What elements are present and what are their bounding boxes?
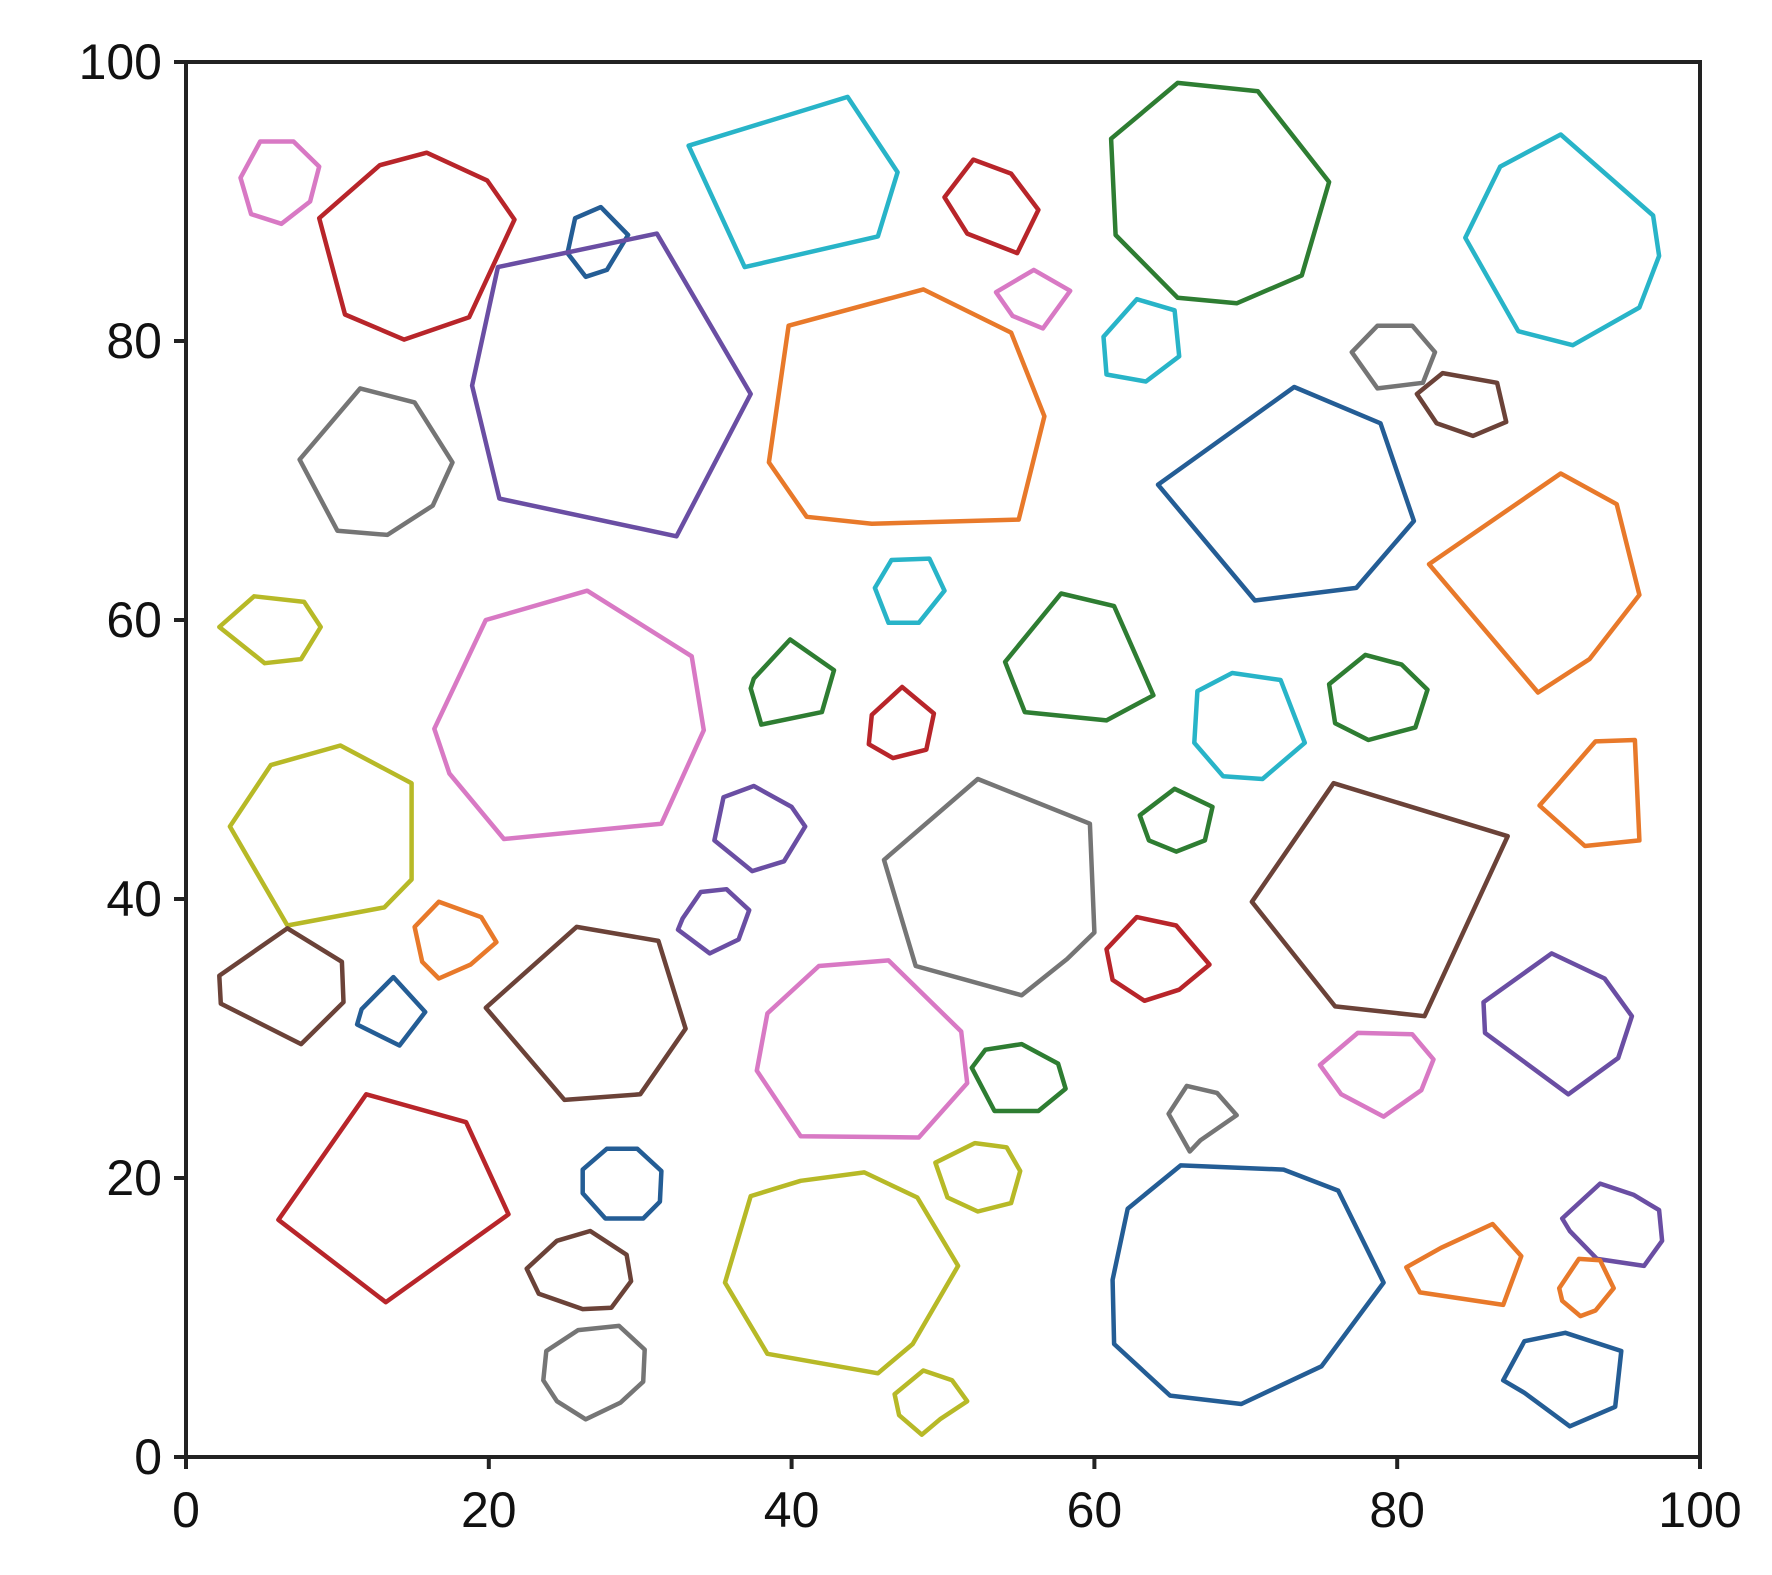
polygon-olive-52	[892, 1368, 970, 1437]
polygon-green-6	[1108, 80, 1332, 306]
polygon-cyan-4	[686, 94, 900, 270]
x-tick-label: 60	[1067, 1482, 1123, 1538]
polygon-green-24	[1326, 652, 1430, 743]
polygon-pink-39	[1317, 1030, 1436, 1119]
polygon-blue-45	[1110, 1163, 1386, 1407]
polygon-blue-15	[1155, 384, 1417, 603]
polygon-gray-41	[1166, 1083, 1239, 1154]
polygon-olive-25	[227, 743, 414, 928]
polygon-orange-49	[1404, 1221, 1524, 1308]
polygon-orange-11	[766, 287, 1047, 526]
polygon-red-42	[276, 1092, 511, 1305]
polygon-orange-50	[1556, 1256, 1616, 1319]
y-tick-label: 80	[106, 313, 162, 369]
polygon-red-5	[942, 157, 1041, 256]
polygon-pink-19	[432, 588, 707, 842]
x-tick-label: 40	[764, 1482, 820, 1538]
polygon-olive-18	[217, 594, 323, 666]
x-tick-label: 0	[172, 1482, 200, 1538]
polygon-olive-47	[722, 1170, 961, 1376]
polygon-green-20	[748, 637, 837, 727]
polygon-olive-44	[933, 1140, 1023, 1214]
polygon-green-40	[969, 1041, 1068, 1114]
polygon-gray-28	[881, 776, 1097, 998]
polygon-brown-36	[483, 924, 688, 1103]
polygon-brown-34	[217, 926, 346, 1047]
polygon-brown-48	[524, 1228, 634, 1312]
polygon-purple-31	[675, 886, 752, 956]
polygon-gray-51	[541, 1323, 647, 1422]
polygon-pink-37	[754, 958, 970, 1140]
polygon-pink-1	[238, 139, 322, 227]
polygon-brown-14	[1414, 370, 1509, 439]
polygon-gray-12	[297, 386, 455, 538]
polygon-blue-53	[1500, 1330, 1624, 1429]
y-axis: 0 20 40 60 80 100	[79, 34, 186, 1485]
polygon-cyan-23	[1192, 670, 1308, 782]
polygon-cyan-9	[1101, 296, 1182, 384]
polygon-blue-43	[580, 1146, 664, 1221]
polygon-red-33	[1104, 914, 1212, 1004]
y-tick-label: 40	[106, 871, 162, 927]
y-tick-label: 100	[79, 34, 162, 90]
polygon-brown-29	[1249, 780, 1510, 1019]
x-tick-label: 100	[1658, 1482, 1741, 1538]
plot-frame	[184, 60, 1702, 1459]
polygon-cyan-7	[1463, 132, 1662, 348]
x-tick-label: 20	[461, 1482, 517, 1538]
x-axis: 0 20 40 60 80 100	[172, 1457, 1742, 1538]
polygon-purple-10	[469, 231, 753, 539]
y-tick-label: 20	[106, 1150, 162, 1206]
polygon-green-22	[1002, 591, 1156, 723]
polygon-gray-13	[1349, 323, 1438, 391]
y-tick-label: 0	[134, 1429, 162, 1485]
polygon-orange-16	[1426, 471, 1642, 695]
y-tick-label: 60	[106, 592, 162, 648]
polygon-red-2	[316, 150, 517, 342]
polygon-orange-26	[1537, 737, 1642, 849]
polygon-blue-35	[354, 974, 428, 1048]
x-tick-label: 80	[1369, 1482, 1425, 1538]
polygons-layer	[217, 80, 1665, 1437]
polygon-cyan-17	[872, 556, 947, 626]
polygon-purple-38	[1481, 951, 1635, 1097]
polygon-pink-8	[993, 267, 1073, 331]
polygon-green-30	[1137, 786, 1215, 854]
polygon-purple-46	[1559, 1181, 1665, 1269]
polygon-red-21	[866, 684, 937, 761]
polygon-purple-27	[712, 783, 808, 874]
polygon-orange-32	[412, 899, 499, 981]
